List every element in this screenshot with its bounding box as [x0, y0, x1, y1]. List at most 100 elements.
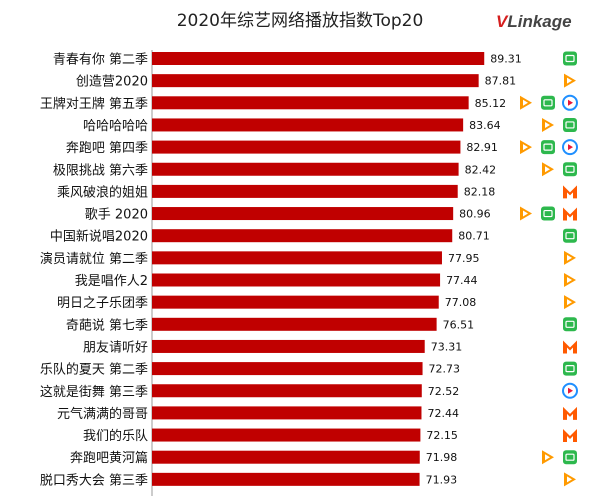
iqiyi-platform-icon — [563, 361, 577, 376]
mango-m-shape — [563, 406, 577, 420]
bar — [152, 96, 469, 110]
bar — [152, 450, 420, 464]
value-label: 80.71 — [458, 230, 490, 243]
tencent-platform-icon — [564, 472, 576, 487]
mango-platform-icon — [563, 340, 577, 354]
category-label: 乐队的夏天 第二季 — [40, 362, 148, 378]
mango-m-shape — [563, 207, 577, 221]
iqiyi-platform-icon — [563, 317, 577, 332]
tencent-play-inner — [545, 166, 550, 173]
value-label: 72.44 — [427, 407, 459, 420]
bar — [152, 472, 420, 486]
category-label: 脱口秀大会 第三季 — [40, 473, 148, 488]
category-label: 青春有你 第二季 — [53, 53, 148, 68]
mango-platform-icon — [563, 207, 577, 221]
iqiyi-mark — [543, 99, 553, 107]
youku-play — [568, 387, 573, 394]
iqiyi-platform-icon — [541, 140, 555, 155]
iqiyi-mark — [565, 232, 575, 240]
category-label: 极限挑战 第六季 — [53, 163, 148, 178]
iqiyi-square — [563, 228, 577, 243]
value-label: 77.44 — [446, 274, 478, 287]
iqiyi-square — [541, 140, 555, 155]
value-label: 83.64 — [469, 119, 501, 132]
iqiyi-mark — [565, 320, 575, 328]
bar — [152, 229, 453, 243]
tencent-play-inner — [545, 121, 550, 128]
category-label: 奔跑吧 第四季 — [66, 141, 148, 156]
iqiyi-mark — [565, 54, 575, 63]
tencent-play-inner — [523, 99, 528, 106]
tencent-play-inner — [567, 299, 572, 306]
iqiyi-platform-icon — [541, 95, 555, 110]
value-label: 76.51 — [443, 318, 475, 331]
value-label: 72.73 — [429, 363, 461, 376]
value-label: 85.12 — [475, 97, 507, 110]
iqiyi-square — [541, 206, 555, 221]
iqiyi-platform-icon — [563, 117, 577, 132]
iqiyi-mark — [565, 365, 575, 373]
tencent-platform-icon — [520, 206, 532, 221]
iqiyi-mark — [543, 209, 553, 218]
iqiyi-square — [541, 95, 555, 110]
bar — [152, 207, 454, 221]
bar — [152, 118, 464, 132]
bar — [152, 406, 422, 420]
value-label: 77.95 — [448, 252, 480, 265]
iqiyi-mark — [543, 143, 553, 151]
tencent-play-inner — [567, 254, 572, 261]
tencent-platform-icon — [564, 250, 576, 265]
mango-m-shape — [563, 429, 577, 443]
bar — [152, 74, 479, 88]
iqiyi-square — [563, 450, 577, 465]
value-label: 72.52 — [428, 385, 460, 398]
logo-rest: Linkage — [507, 12, 572, 31]
tencent-platform-icon — [520, 95, 532, 110]
iqiyi-platform-icon — [541, 206, 555, 221]
category-label: 奇葩说 第七季 — [66, 317, 148, 333]
tencent-play-inner — [545, 454, 550, 461]
iqiyi-mark — [565, 165, 575, 173]
mango-m-shape — [563, 340, 577, 354]
mango-platform-icon — [563, 406, 577, 420]
youku-ring — [562, 94, 578, 111]
youku-ring — [562, 382, 578, 399]
bar — [152, 162, 459, 176]
youku-ring — [562, 139, 578, 156]
category-label: 我是唱作人2 — [75, 274, 148, 289]
value-label: 82.42 — [465, 163, 497, 176]
category-label: 元气满满的哥哥 — [57, 406, 148, 422]
tencent-play-inner — [567, 77, 572, 84]
logo-prefix: V — [496, 12, 508, 31]
youku-platform-icon — [562, 382, 578, 399]
bar — [152, 317, 437, 331]
tencent-play-inner — [523, 210, 528, 217]
bar — [152, 428, 421, 442]
tencent-platform-icon — [542, 450, 554, 465]
bar — [152, 184, 458, 198]
tencent-platform-icon — [542, 117, 554, 132]
category-label: 奔跑吧黄河篇 — [70, 451, 148, 466]
bar — [152, 339, 425, 353]
category-label: 歌手 2020 — [85, 208, 148, 223]
iqiyi-mark — [565, 121, 575, 129]
youku-platform-icon — [562, 94, 578, 111]
category-label: 王牌对王牌 第五季 — [40, 96, 148, 112]
iqiyi-platform-icon — [563, 162, 577, 177]
tencent-platform-icon — [564, 73, 576, 88]
category-label: 创造营2020 — [76, 75, 148, 90]
tencent-platform-icon — [564, 273, 576, 287]
tencent-play-inner — [567, 277, 572, 283]
category-label: 明日之子乐团季 — [57, 296, 148, 311]
value-label: 82.91 — [466, 141, 498, 154]
tencent-play-inner — [523, 144, 528, 151]
iqiyi-square — [563, 361, 577, 376]
iqiyi-square — [563, 117, 577, 132]
chart-title: 2020年综艺网络播放指数Top20 — [176, 11, 424, 31]
iqiyi-square — [563, 51, 577, 66]
bar — [152, 140, 461, 154]
youku-play — [568, 99, 573, 106]
category-label: 演员请就位 第二季 — [40, 251, 148, 267]
value-label: 71.98 — [426, 451, 458, 464]
